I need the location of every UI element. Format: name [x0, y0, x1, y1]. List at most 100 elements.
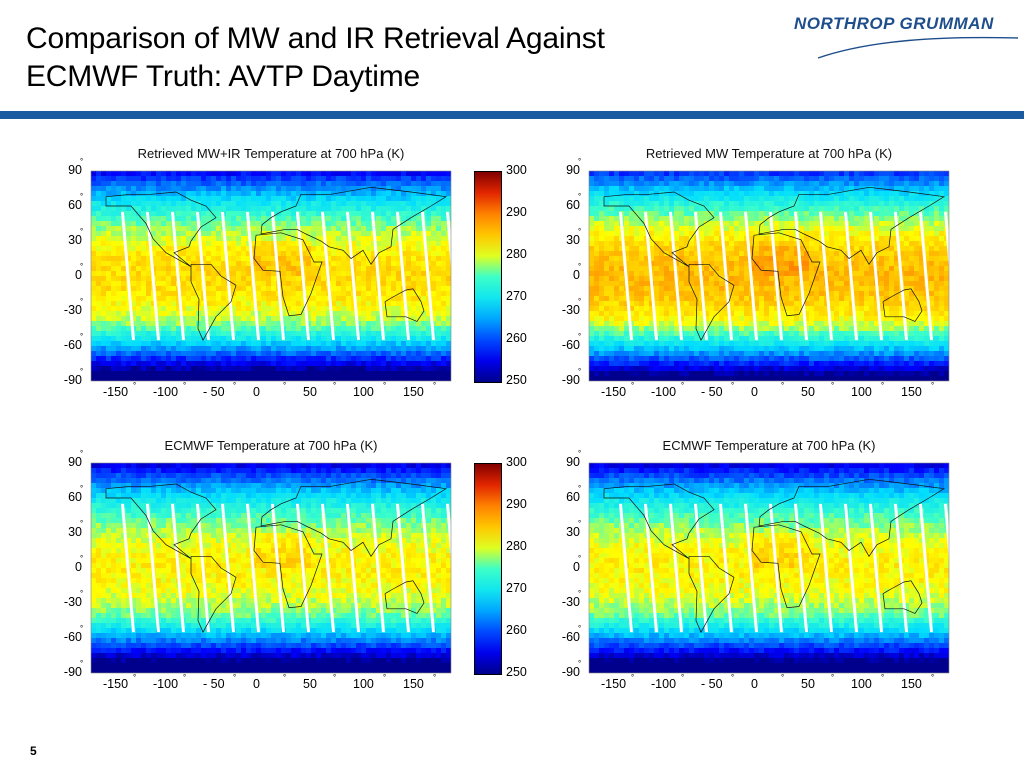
degree-icon: °: [681, 381, 685, 390]
y-tick-label: -90: [561, 373, 580, 387]
degree-icon: °: [133, 673, 137, 682]
degree-icon: °: [931, 673, 935, 682]
colorbar-tick-label: 290: [506, 205, 527, 219]
degree-icon: °: [731, 673, 735, 682]
x-tick-label: 0: [751, 677, 758, 691]
y-tick-label: -90: [63, 373, 82, 387]
y-tick-label: 0: [573, 560, 580, 574]
x-tick-label: -150: [103, 385, 129, 399]
degree-icon: °: [183, 673, 187, 682]
degree-icon: °: [578, 519, 582, 528]
degree-icon: °: [433, 381, 437, 390]
x-tick-label: - 50: [203, 385, 225, 399]
chart-panel-mw: Retrieved MW Temperature at 700 hPa (K) …: [562, 146, 952, 408]
degree-icon: °: [283, 673, 287, 682]
title-rule: [0, 111, 1024, 119]
x-tick-label: 150: [403, 677, 424, 691]
chart-title: Retrieved MW Temperature at 700 hPa (K): [645, 146, 893, 161]
colorbar: [474, 463, 502, 675]
degree-icon: °: [631, 673, 635, 682]
degree-icon: °: [881, 381, 885, 390]
degree-icon: °: [80, 659, 84, 668]
slide-title-line-1: Comparison of MW and IR Retrieval Agains…: [26, 22, 605, 55]
degree-icon: °: [578, 554, 582, 563]
x-tick-label: 50: [303, 677, 317, 691]
y-tick-label: 90: [566, 455, 580, 469]
colorbar-tick-label: 270: [506, 581, 527, 595]
degree-icon: °: [731, 381, 735, 390]
colorbar-tick-label: 260: [506, 623, 527, 637]
x-tick-label: 150: [403, 385, 424, 399]
degree-icon: °: [631, 381, 635, 390]
x-tick-label: -100: [153, 677, 179, 691]
y-tick-label: -90: [561, 665, 580, 679]
x-tick-label: -100: [651, 385, 677, 399]
degree-icon: °: [578, 367, 582, 376]
map-frame: [90, 170, 452, 382]
heatmap-cells: [589, 463, 949, 673]
y-tick-label: 60: [566, 490, 580, 504]
y-tick-label: -60: [63, 630, 82, 644]
degree-icon: °: [681, 673, 685, 682]
degree-icon: °: [80, 262, 84, 271]
colorbar-tick-label: 280: [506, 247, 527, 261]
degree-icon: °: [383, 381, 387, 390]
degree-icon: °: [283, 381, 287, 390]
degree-icon: °: [578, 262, 582, 271]
degree-icon: °: [183, 381, 187, 390]
degree-icon: °: [80, 332, 84, 341]
y-tick-label: -30: [561, 595, 580, 609]
chart-panel-mw-ir: Retrieved MW+IR Temperature at 700 hPa (…: [64, 146, 527, 408]
x-tick-label: 50: [801, 385, 815, 399]
y-tick-label: 0: [573, 268, 580, 282]
degree-icon: °: [433, 673, 437, 682]
colorbar-tick-label: 250: [506, 373, 527, 387]
degree-icon: °: [578, 192, 582, 201]
degree-icon: °: [831, 381, 835, 390]
degree-icon: °: [133, 381, 137, 390]
x-tick-label: -150: [601, 385, 627, 399]
heatmap-cells: [589, 171, 949, 381]
y-tick-label: -30: [561, 303, 580, 317]
degree-icon: °: [333, 381, 337, 390]
degree-icon: °: [333, 673, 337, 682]
colorbar-tick-label: 260: [506, 331, 527, 345]
degree-icon: °: [80, 367, 84, 376]
y-tick-label: 60: [566, 198, 580, 212]
degree-icon: °: [80, 589, 84, 598]
x-tick-label: - 50: [203, 677, 225, 691]
y-tick-label: -60: [561, 630, 580, 644]
colorbar-tick-label: 250: [506, 665, 527, 679]
x-tick-label: 100: [353, 385, 374, 399]
y-tick-label: 60: [68, 198, 82, 212]
degree-icon: °: [80, 519, 84, 528]
y-tick-label: 60: [68, 490, 82, 504]
x-tick-label: 150: [901, 385, 922, 399]
heatmap-cells: [91, 171, 451, 381]
logo-text: NORTHROP GRUMMAN: [794, 14, 994, 33]
degree-icon: °: [578, 449, 582, 458]
degree-icon: °: [578, 297, 582, 306]
degree-icon: °: [831, 673, 835, 682]
page-number: 5: [30, 744, 37, 758]
x-tick-label: 0: [253, 677, 260, 691]
degree-icon: °: [80, 157, 84, 166]
x-tick-label: 0: [253, 385, 260, 399]
degree-icon: °: [578, 332, 582, 341]
temperature-map: [90, 170, 452, 382]
chart-title: ECMWF Temperature at 700 hPa (K): [662, 438, 876, 453]
y-tick-label: 90: [566, 163, 580, 177]
degree-icon: °: [931, 381, 935, 390]
degree-icon: °: [578, 624, 582, 633]
heatmap-cells: [91, 463, 451, 673]
colorbar-tick-label: 300: [506, 163, 527, 177]
degree-icon: °: [578, 157, 582, 166]
y-tick-label: -60: [63, 338, 82, 352]
degree-icon: °: [80, 227, 84, 236]
degree-icon: °: [233, 381, 237, 390]
degree-icon: °: [80, 297, 84, 306]
y-tick-label: 0: [75, 560, 82, 574]
map-frame: [588, 170, 950, 382]
colorbar-tick-label: 270: [506, 289, 527, 303]
x-tick-label: -100: [153, 385, 179, 399]
